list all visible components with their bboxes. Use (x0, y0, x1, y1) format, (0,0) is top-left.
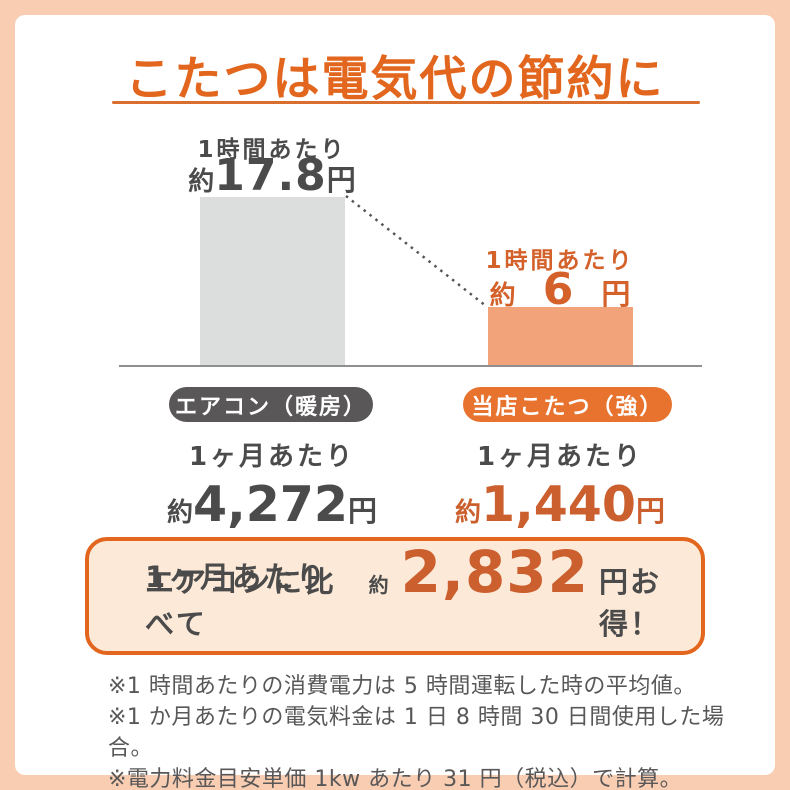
savings-amount: 2,832 (400, 538, 590, 606)
footnote-2: ※1 か月あたりの電気料金は 1 日 8 時間 30 日間使用した場合。 (108, 705, 725, 761)
aircon-month-caption: 1ヶ月あたり (188, 442, 356, 472)
savings-approx: 約 (368, 573, 389, 597)
kotatsu-month-value: 約 1,440 円 (440, 476, 680, 533)
aircon-category-pill: エアコン（暖房） (169, 387, 373, 422)
kotatsu-month-yen: 円 (636, 494, 666, 528)
savings-period-label: 1ヶ月あたり (145, 560, 329, 594)
aircon-month-number: 4,272 (193, 476, 348, 533)
aircon-month-value: 約 4,272 円 (152, 476, 392, 533)
aircon-month-yen: 円 (348, 494, 378, 528)
aircon-hour-caption: 1時間あたり (197, 137, 347, 163)
kotatsu-hour-yen: 円 (601, 277, 631, 311)
savings-callout-box: 1ヶ月あたり エアコンに比べて 約 2,832 円お得！ (85, 537, 705, 655)
kotatsu-hour-approx: 約 (489, 281, 516, 311)
kotatsu-hour-number: 6 (542, 264, 575, 315)
kotatsu-hour-caption: 1時間あたり (485, 248, 635, 274)
kotatsu-hour-value: 約 6 円 (440, 264, 680, 315)
kotatsu-month-caption: 1ヶ月あたり (476, 442, 644, 472)
savings-detail-line: エアコンに比べて 約 2,832 円お得！ (145, 538, 701, 643)
aircon-hour-value: 約 17.8 円 (152, 150, 392, 201)
kotatsu-month-approx: 約 (454, 498, 481, 528)
bar-kotatsu (488, 307, 633, 367)
kotatsu-category-pill: 当店こたつ（強） (463, 387, 672, 422)
kotatsu-month-number: 1,440 (481, 476, 636, 533)
footnote-3: ※電力料金目安単価 1kw あたり 31 円（税込）で計算。 (108, 767, 683, 790)
chart-baseline (119, 365, 702, 367)
bar-aircon (200, 197, 345, 367)
title-underline (112, 101, 700, 104)
savings-suffix: 円お得！ (599, 565, 662, 641)
aircon-hour-approx: 約 (188, 167, 215, 197)
footnote-1: ※1 時間あたりの消費電力は 5 時間運転した時の平均値。 (108, 674, 696, 699)
aircon-hour-number: 17.8 (214, 150, 327, 201)
aircon-hour-yen: 円 (326, 163, 356, 197)
aircon-month-approx: 約 (166, 498, 193, 528)
page-title: こたつは電気代の節約に (125, 52, 665, 107)
savings-compare-text: エアコンに比べて (145, 565, 338, 641)
footnotes: ※1 時間あたりの消費電力は 5 時間運転した時の平均値。 ※1 か月あたりの電… (108, 671, 728, 790)
